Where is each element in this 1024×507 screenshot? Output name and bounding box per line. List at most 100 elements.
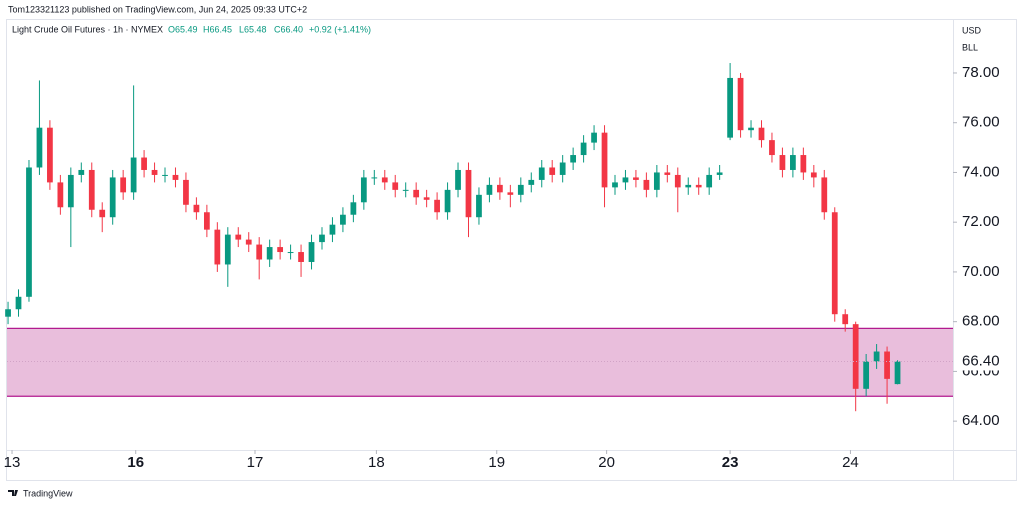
candle-body <box>863 361 870 389</box>
candle-body <box>465 169 472 218</box>
ohlc-high: H66.45 <box>203 24 232 34</box>
candle-body <box>423 197 430 200</box>
x-tick-label: 20 <box>598 454 615 471</box>
candle-body <box>193 204 200 213</box>
candle-body <box>769 140 775 156</box>
candle-body <box>392 182 399 190</box>
publisher: Tom123321123 published on TradingView.co… <box>8 4 307 14</box>
candle-body <box>486 184 493 195</box>
x-tick-label: 18 <box>368 454 385 471</box>
candle-body <box>340 214 346 225</box>
candle-body <box>790 155 796 170</box>
candle-body <box>779 155 786 170</box>
x-tick-label: 24 <box>842 454 859 471</box>
ohlc-low: L65.48 <box>239 24 267 34</box>
candle-body <box>810 172 817 178</box>
candle-body <box>151 169 158 175</box>
unit: BLL <box>962 42 978 52</box>
support-zone <box>7 328 953 397</box>
x-tick-label: 13 <box>4 454 21 471</box>
x-tick-label: 16 <box>127 454 144 471</box>
candle-body <box>214 229 221 265</box>
candle-body <box>266 247 273 260</box>
candle-body <box>109 177 116 218</box>
candle-body <box>235 234 242 240</box>
candle-body <box>695 184 702 188</box>
candle-body <box>183 179 189 205</box>
candle-body <box>873 351 880 362</box>
candle-body <box>434 199 440 213</box>
candle-body <box>413 189 420 198</box>
y-tick-label: 70.00 <box>962 263 1000 280</box>
candle-body <box>360 177 367 203</box>
candle-body <box>141 157 147 170</box>
candle-body <box>319 234 325 243</box>
candle-body <box>884 351 890 379</box>
y-tick-label: 76.00 <box>962 114 1000 131</box>
x-tick-label: 19 <box>488 454 505 471</box>
candle-body <box>371 177 378 179</box>
ohlc-open: O65.49 <box>168 24 198 34</box>
x-tick-label: 17 <box>247 454 264 471</box>
candle-body <box>455 169 461 190</box>
candle-body <box>120 177 127 193</box>
y-tick-label: 78.00 <box>962 64 1000 81</box>
last-price-label: 66.40 <box>962 352 1000 369</box>
candle-body <box>538 167 545 180</box>
currency: USD <box>962 25 982 35</box>
candle-body <box>5 309 11 317</box>
candle-body <box>716 172 723 175</box>
candle-body <box>737 77 744 131</box>
candle-body <box>674 174 681 188</box>
candle-body <box>476 194 482 218</box>
candle-body <box>549 167 556 175</box>
candle-body <box>78 169 85 175</box>
candle-body <box>507 192 514 195</box>
candle-body <box>517 184 524 195</box>
candle-body <box>748 127 754 131</box>
candle-body <box>653 172 660 190</box>
candle-body <box>26 167 32 297</box>
candle-body <box>67 174 74 208</box>
candle-body <box>758 127 765 141</box>
candle-body <box>706 174 713 188</box>
y-tick-label: 64.00 <box>962 412 1000 429</box>
candle-body <box>298 252 304 262</box>
candle-body <box>130 157 137 193</box>
candle-body <box>643 179 650 190</box>
symbol: Light Crude Oil Futures · 1h · NYMEX <box>12 24 163 34</box>
candle-body <box>57 182 64 208</box>
y-tick-label: 68.00 <box>962 313 1000 330</box>
candle-body <box>570 155 577 163</box>
candle-body <box>444 189 451 213</box>
candle-body <box>350 202 357 215</box>
candle-body <box>622 177 629 183</box>
candle-body <box>559 162 566 175</box>
candle-body <box>727 77 733 138</box>
candle-body <box>15 296 22 310</box>
candle-body <box>162 174 168 176</box>
ohlc-change: +0.92 (+1.41%) <box>309 24 371 34</box>
candle-body <box>685 184 692 188</box>
candle-body <box>99 209 106 218</box>
y-tick-label: 72.00 <box>962 213 1000 230</box>
candle-body <box>277 247 284 253</box>
candle-body <box>601 132 608 188</box>
candle-body <box>203 212 210 230</box>
candle-body <box>88 169 95 210</box>
candle-body <box>800 155 807 173</box>
brand-logo <box>8 490 18 496</box>
candle-body <box>633 177 639 180</box>
candle-body <box>381 177 388 183</box>
candle-body <box>36 127 43 168</box>
y-tick-label: 74.00 <box>962 163 1000 180</box>
candle-body <box>894 361 901 385</box>
candle-body <box>852 324 859 389</box>
x-tick-label: 23 <box>722 454 739 471</box>
candle-body <box>580 142 587 156</box>
candle-body <box>308 242 315 262</box>
candle-body <box>497 184 503 193</box>
frame <box>6 19 1017 481</box>
candle-body <box>842 314 849 325</box>
